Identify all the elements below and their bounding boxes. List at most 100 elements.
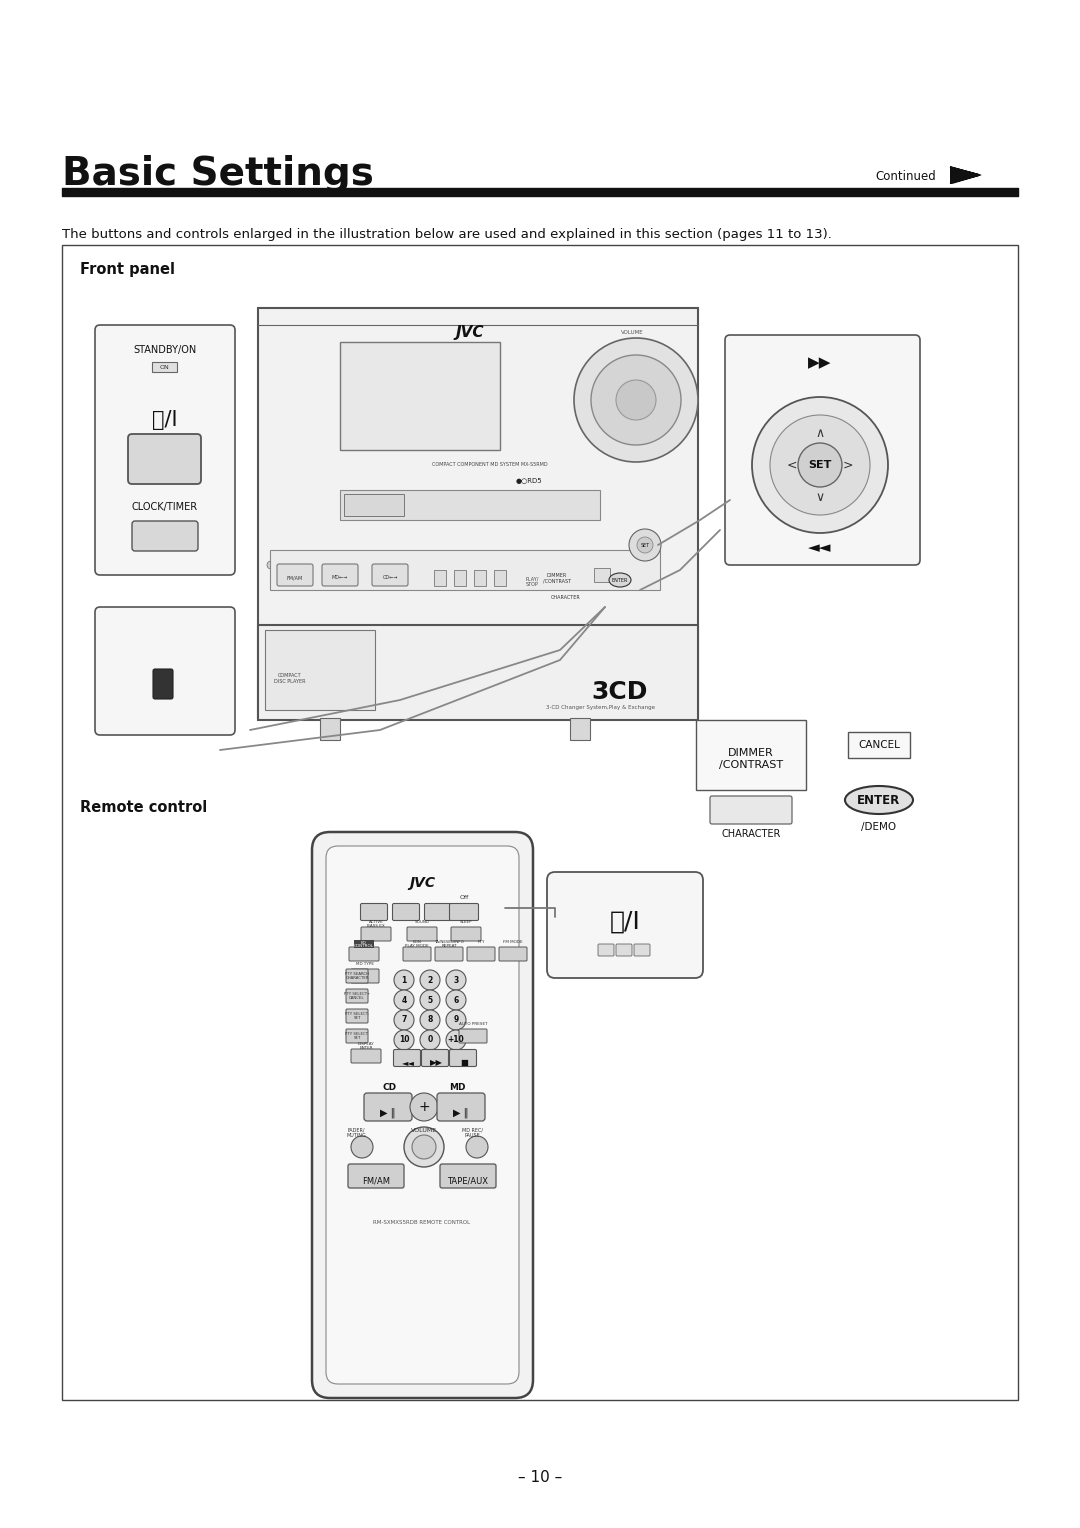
Text: Remote control: Remote control	[80, 801, 207, 814]
Text: 3: 3	[454, 975, 459, 984]
Text: PLAY/
STOP: PLAY/ STOP	[525, 576, 539, 587]
Text: 0: 0	[428, 1036, 433, 1045]
Text: CD←→: CD←→	[382, 575, 397, 581]
Polygon shape	[950, 167, 982, 183]
Text: Basic Settings: Basic Settings	[62, 154, 374, 193]
Circle shape	[573, 338, 698, 461]
Text: FADER/
MUTING: FADER/ MUTING	[346, 1128, 366, 1138]
Text: MD TYPE: MD TYPE	[356, 963, 374, 966]
Bar	[152, 362, 177, 371]
Circle shape	[752, 397, 888, 533]
Bar	[320, 718, 340, 740]
Circle shape	[394, 990, 414, 1010]
FancyBboxPatch shape	[407, 927, 437, 941]
Text: ENTER: ENTER	[858, 793, 901, 807]
Bar	[258, 309, 698, 718]
Text: COMPACT
DISC PLAYER: COMPACT DISC PLAYER	[274, 672, 306, 685]
Circle shape	[420, 1030, 440, 1050]
FancyBboxPatch shape	[435, 947, 463, 961]
Text: JVC: JVC	[409, 876, 435, 889]
Text: Continued: Continued	[875, 170, 935, 183]
Text: ACTIVE
BASS EX: ACTIVE BASS EX	[367, 920, 384, 929]
Text: 5: 5	[428, 996, 433, 1004]
FancyBboxPatch shape	[848, 732, 910, 758]
Text: COMPACT COMPONENT MD SYSTEM MX-S5RMD: COMPACT COMPONENT MD SYSTEM MX-S5RMD	[432, 461, 548, 468]
Text: PTY SELECT+
CANCEL: PTY SELECT+ CANCEL	[343, 992, 370, 1001]
Text: ■: ■	[460, 1057, 468, 1067]
FancyBboxPatch shape	[546, 872, 703, 978]
FancyBboxPatch shape	[322, 564, 357, 587]
Polygon shape	[950, 167, 980, 183]
Circle shape	[267, 561, 275, 568]
Circle shape	[394, 1010, 414, 1030]
FancyBboxPatch shape	[449, 1050, 476, 1067]
Text: MD←→: MD←→	[332, 575, 348, 581]
Text: >: >	[842, 458, 853, 472]
Circle shape	[404, 1128, 444, 1167]
Text: 2: 2	[428, 975, 433, 984]
Circle shape	[798, 443, 842, 487]
Bar	[696, 720, 806, 790]
Bar	[594, 568, 610, 582]
Circle shape	[446, 990, 465, 1010]
Text: ⏻/I: ⏻/I	[609, 911, 640, 934]
FancyBboxPatch shape	[449, 903, 478, 920]
Circle shape	[351, 1135, 373, 1158]
Circle shape	[446, 970, 465, 990]
Text: ◄◄: ◄◄	[402, 1057, 415, 1067]
Ellipse shape	[845, 785, 913, 814]
Text: 9: 9	[454, 1016, 459, 1024]
Text: ▶▶: ▶▶	[808, 354, 832, 370]
Circle shape	[446, 1010, 465, 1030]
Text: 3-CD Changer System,Play & Exchange: 3-CD Changer System,Play & Exchange	[545, 704, 654, 711]
Circle shape	[629, 529, 661, 561]
Text: CHARACTER: CHARACTER	[551, 594, 581, 601]
Text: – 10 –: – 10 –	[518, 1470, 562, 1485]
Text: FM/AM: FM/AM	[362, 1177, 390, 1186]
Text: ON: ON	[160, 365, 170, 370]
Text: CLOCK/TIMER: CLOCK/TIMER	[132, 503, 198, 512]
FancyBboxPatch shape	[346, 1028, 368, 1044]
Text: ∧: ∧	[815, 426, 824, 440]
Text: 7: 7	[402, 1016, 407, 1024]
Text: 1: 1	[402, 975, 407, 984]
Text: 8: 8	[428, 1016, 433, 1024]
FancyBboxPatch shape	[346, 969, 368, 983]
Text: AUTO PRESET: AUTO PRESET	[459, 1022, 487, 1025]
Text: DIMMER
/CONTRAST: DIMMER /CONTRAST	[719, 749, 783, 770]
Text: PTY SELECT
SET: PTY SELECT SET	[346, 1031, 368, 1041]
Text: Front panel: Front panel	[80, 261, 175, 277]
Circle shape	[770, 416, 870, 515]
FancyBboxPatch shape	[616, 944, 632, 957]
FancyBboxPatch shape	[276, 564, 313, 587]
Circle shape	[411, 1135, 436, 1160]
FancyBboxPatch shape	[153, 669, 173, 698]
FancyBboxPatch shape	[364, 1093, 411, 1122]
Text: CHARACTER: CHARACTER	[721, 830, 781, 839]
Text: ▶ ‖: ▶ ‖	[380, 1106, 395, 1117]
FancyBboxPatch shape	[440, 1164, 496, 1187]
Text: ◄◄: ◄◄	[808, 539, 832, 555]
Text: 4: 4	[402, 996, 407, 1004]
FancyBboxPatch shape	[598, 944, 615, 957]
FancyBboxPatch shape	[346, 989, 368, 1002]
Text: ⏻/I: ⏻/I	[152, 410, 178, 429]
Circle shape	[616, 380, 656, 420]
Text: ▶ ‖: ▶ ‖	[454, 1106, 469, 1117]
Text: ●○RD5: ●○RD5	[516, 478, 542, 484]
FancyBboxPatch shape	[451, 927, 481, 941]
FancyBboxPatch shape	[403, 947, 431, 961]
Text: VOLUME: VOLUME	[621, 330, 644, 335]
FancyBboxPatch shape	[361, 903, 388, 920]
Circle shape	[446, 1030, 465, 1050]
Bar	[340, 342, 500, 451]
FancyBboxPatch shape	[424, 903, 451, 920]
Text: 6: 6	[454, 996, 459, 1004]
Text: FM/AM: FM/AM	[287, 575, 303, 581]
FancyBboxPatch shape	[725, 335, 920, 565]
FancyBboxPatch shape	[393, 1050, 420, 1067]
Text: SET: SET	[640, 542, 650, 547]
Text: ▶▶: ▶▶	[430, 1057, 443, 1067]
FancyBboxPatch shape	[467, 947, 495, 961]
FancyBboxPatch shape	[392, 903, 419, 920]
